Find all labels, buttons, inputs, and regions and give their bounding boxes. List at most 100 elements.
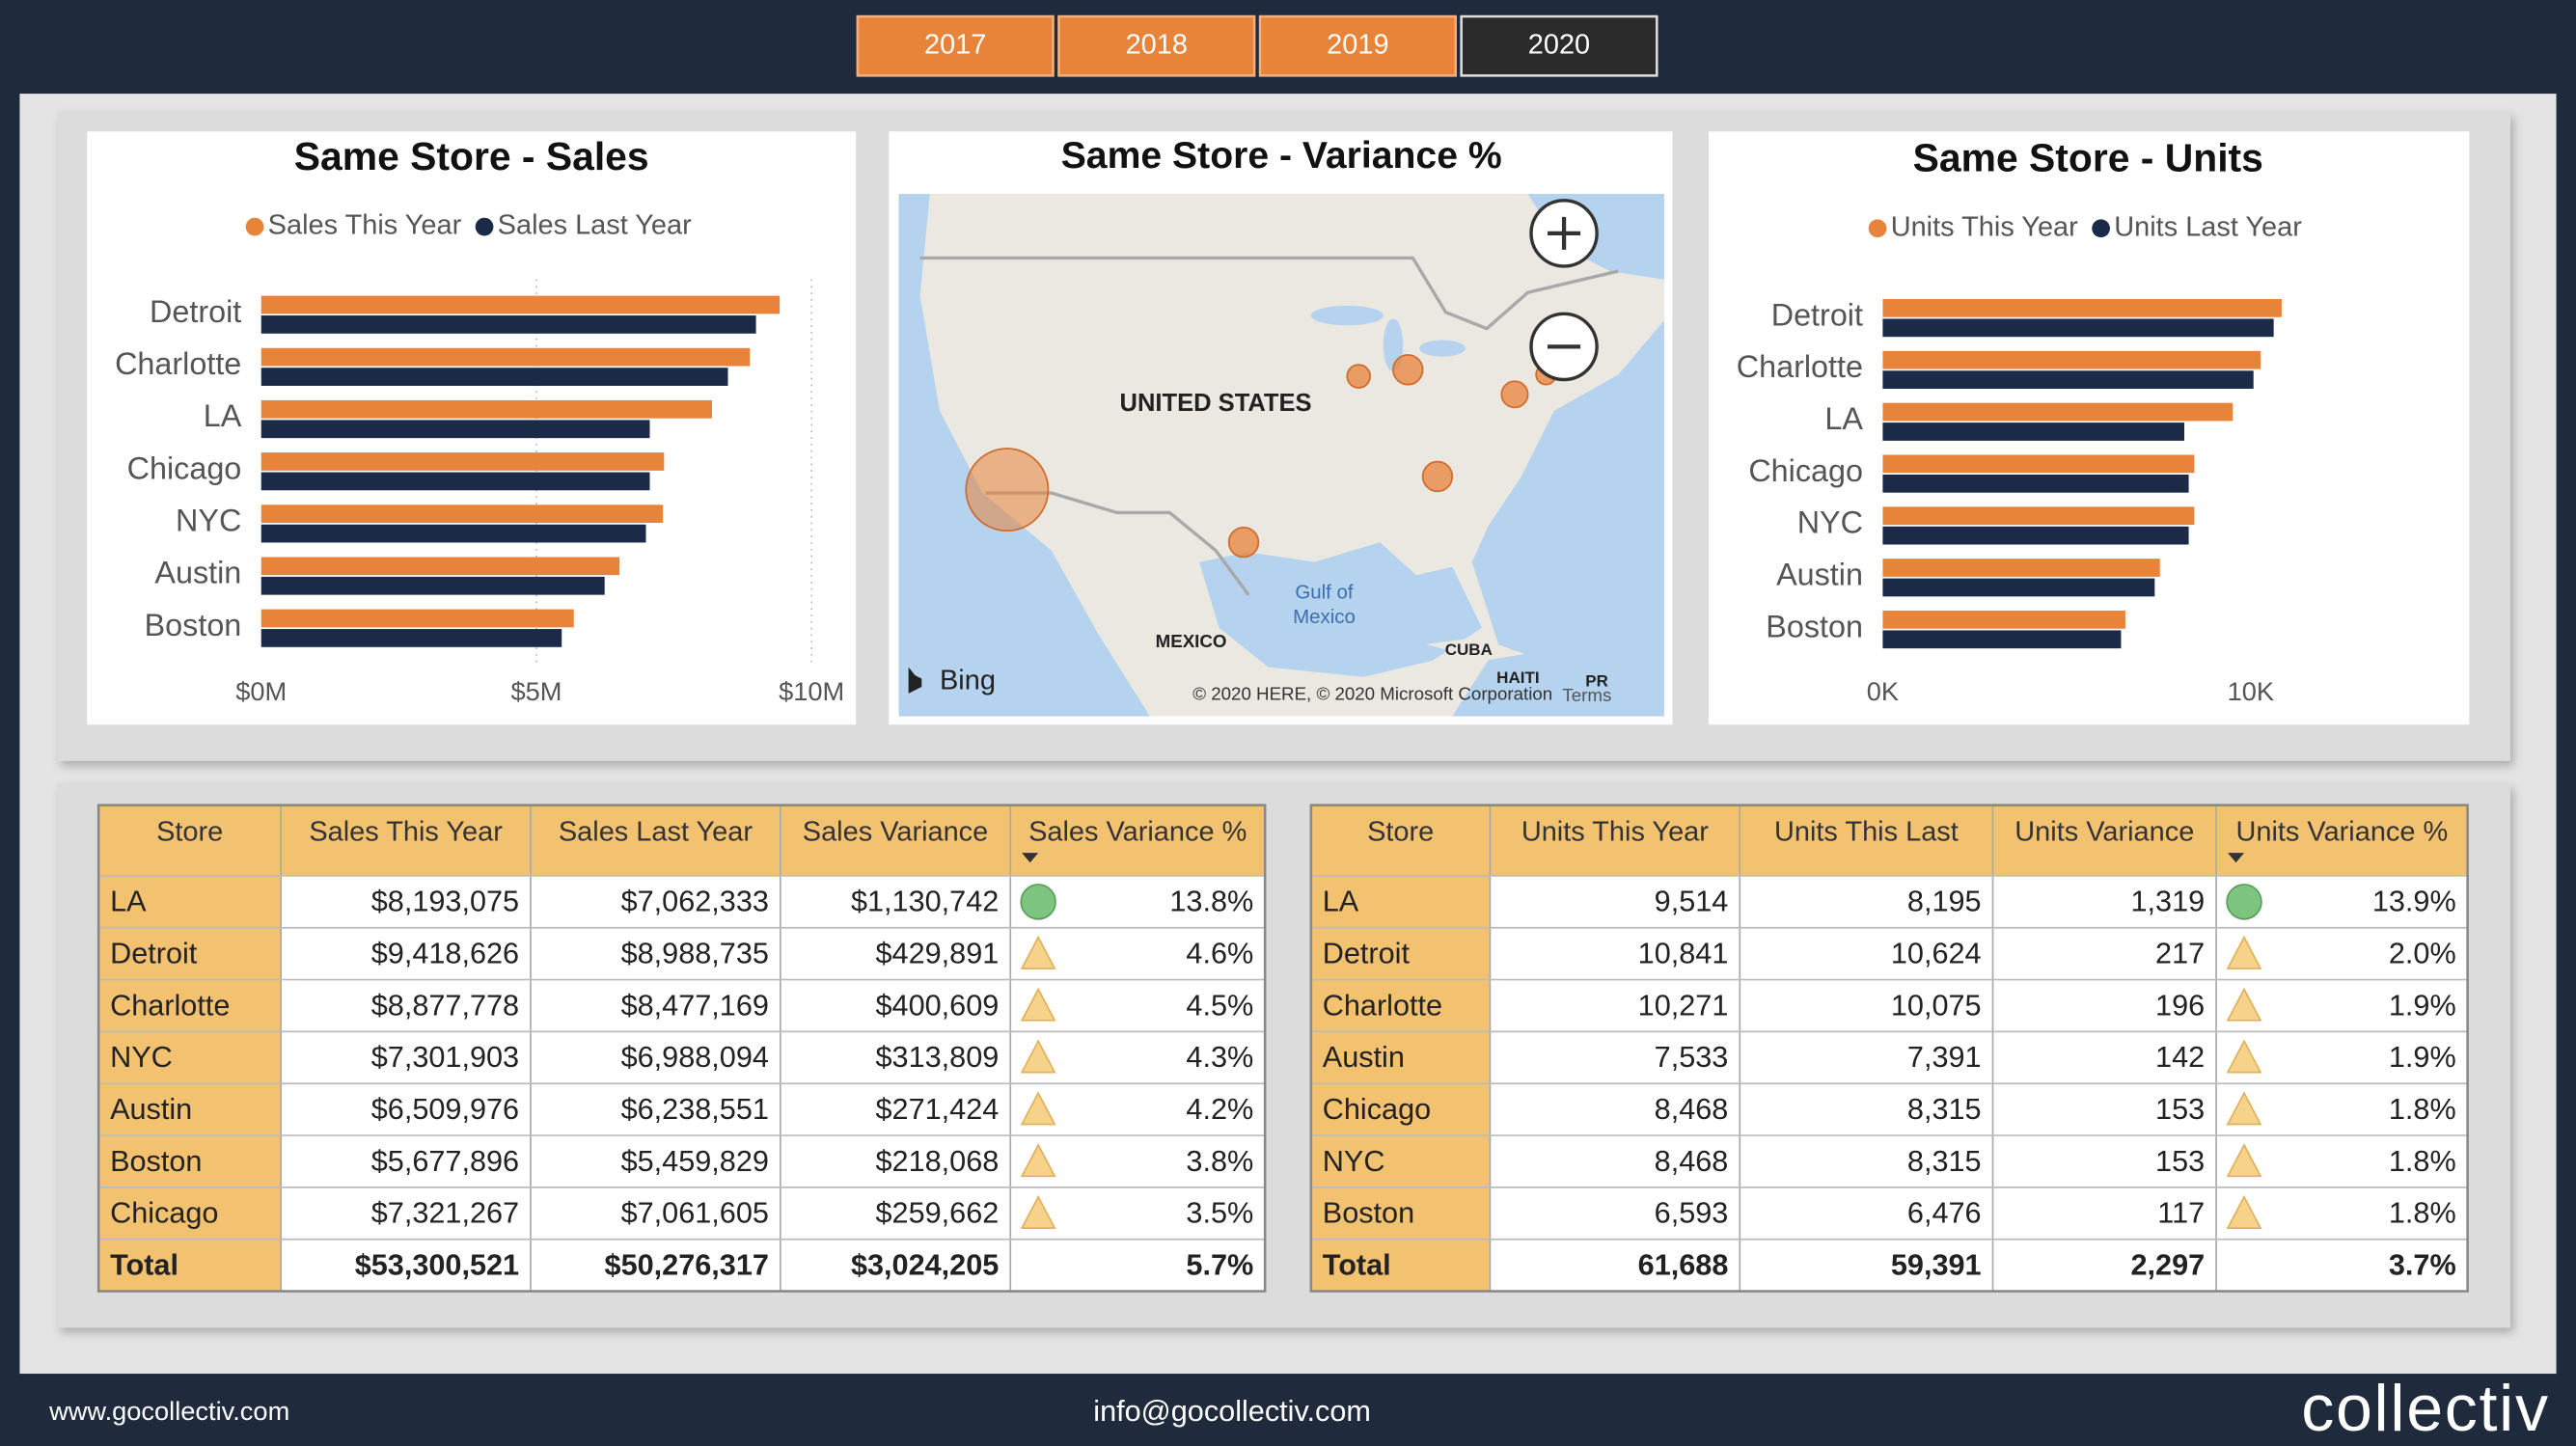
value-cell: 8,315 [1907,1093,1982,1126]
value-cell: $271,424 [876,1093,1000,1126]
sort-indicator [2228,853,2245,863]
bar [1882,299,2282,317]
store-cell: NYC [110,1041,173,1074]
year-button[interactable] [1460,14,1658,77]
value-cell: 8,315 [1907,1145,1982,1178]
year-button[interactable] [856,14,1055,77]
value-cell: $8,477,169 [621,989,769,1022]
map-bubble [1227,526,1260,559]
status-icon [1020,1039,1056,1074]
column-header: Sales Last Year [559,816,753,847]
x-tick-label: $10M [779,676,844,706]
bar [1882,474,2189,493]
value-cell: 1,319 [2130,886,2205,918]
map-bubble [1421,460,1454,493]
value-cell: 1.9% [2389,1041,2456,1074]
lake [1419,340,1466,357]
lake [1310,305,1384,326]
bar [1882,454,2195,474]
column-header: Units This Last [1774,816,1959,847]
map-label: PR [1585,671,1608,690]
value-cell: $9,418,626 [371,937,519,969]
bar [1882,370,2254,390]
value-cell: 6,476 [1907,1197,1982,1230]
zoom-in[interactable] [1529,199,1599,268]
store-cell: Detroit [110,937,198,969]
y-tick-label: LA [204,398,242,433]
status-icon [1020,884,1056,920]
value-cell: $6,238,551 [621,1093,769,1126]
year-button-label: 2020 [1528,29,1590,60]
value-cell: 4.6% [1186,937,1253,969]
value-cell: 3.8% [1186,1145,1253,1178]
y-tick-label: LA [1824,401,1863,436]
value-cell: 153 [2155,1093,2205,1126]
column-header: Sales This Year [309,816,503,847]
zoom-out[interactable] [1529,312,1599,382]
status-icon [2226,884,2262,920]
status-icon [1020,1091,1056,1126]
value-cell: $313,809 [876,1041,1000,1074]
gulf [1199,542,1482,677]
legend-marker [2092,219,2110,238]
x-tick-label: 0K [1867,676,1899,706]
column-header: Units Variance % [2235,816,2448,847]
footer-logo: collectiv [2301,1372,2550,1445]
status-icon [1020,987,1056,1022]
column-header: Sales Variance [803,816,988,847]
value-cell: $7,061,605 [621,1197,769,1230]
value-cell: 7,391 [1907,1041,1982,1074]
year-button[interactable] [1258,14,1457,77]
year-button[interactable] [1057,14,1256,77]
value-cell: 59,391 [1891,1248,1982,1281]
legend-marker [245,217,264,236]
y-tick-label: Austin [154,556,241,590]
value-cell: $429,891 [876,937,1000,969]
y-tick-label: Austin [1776,557,1863,591]
bar [260,347,751,367]
bar [260,557,620,576]
map-bubble [1392,354,1424,386]
value-cell: 5.7% [1186,1248,1253,1281]
value-cell: $6,509,976 [371,1093,519,1126]
legend-label: Sales Last Year [498,210,692,241]
value-cell: 6,593 [1655,1197,1729,1230]
bar [1882,350,2261,369]
table-header [1310,805,2468,876]
footer-website: www.gocollectiv.com [48,1396,289,1426]
map-label: Gulf of [1295,582,1353,603]
value-cell: 10,271 [1638,989,1729,1022]
chart-title: Same Store - Sales [294,134,649,178]
map-bubble [1346,364,1371,389]
legend-label: Units Last Year [2114,211,2302,242]
store-cell: Total [110,1248,178,1281]
column-header: Store [156,816,223,847]
value-cell: 2,297 [2130,1248,2205,1281]
store-cell: Austin [110,1093,192,1126]
value-cell: 217 [2155,937,2205,969]
value-cell: 3.7% [2389,1248,2456,1281]
bar [260,452,665,471]
legend-label: Units This Year [1891,211,2078,242]
value-cell: $5,459,829 [621,1145,769,1178]
bar [1882,526,2189,545]
store-cell: Boston [110,1145,202,1178]
x-tick-label: $5M [510,676,562,706]
map-terms: Terms [1562,685,1611,705]
bar [1882,506,2195,526]
table-header [98,805,1266,876]
value-cell: $50,276,317 [605,1248,769,1281]
bar [1882,402,2233,422]
value-cell: 1.9% [2389,989,2456,1022]
value-cell: $3,024,205 [851,1248,999,1281]
status-icon [2226,1091,2262,1126]
map-label: UNITED STATES [1120,390,1312,417]
cuba [1426,637,1525,661]
value-cell: 13.9% [2372,886,2456,918]
bar [1882,630,2122,649]
value-cell: $400,609 [876,989,1000,1022]
store-cell: Boston [1323,1197,1414,1230]
pacific [898,194,1150,717]
value-cell: 4.3% [1186,1041,1253,1074]
